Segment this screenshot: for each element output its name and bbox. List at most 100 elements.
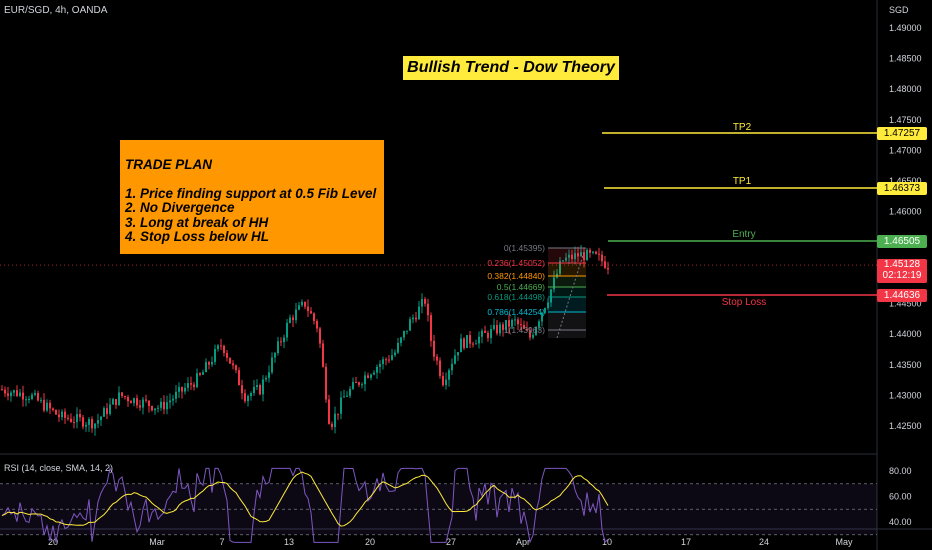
fib-level-label: 1(1.43963) (504, 325, 545, 335)
candle-body (196, 373, 198, 388)
candle-body (445, 379, 447, 386)
time-axis-tick: Mar (149, 537, 165, 547)
candle-body (124, 396, 126, 398)
candle-body (310, 311, 312, 314)
candle-body (214, 349, 216, 362)
candle-body (52, 408, 54, 410)
candle-body (211, 361, 213, 365)
current-price: 1.45128 (883, 259, 921, 270)
candle-body (487, 332, 489, 339)
candle-body (67, 417, 69, 419)
stop-loss-price-tag: 1.44636 (877, 289, 927, 302)
candle-body (511, 319, 513, 327)
candle-body (49, 402, 51, 409)
candle-body (268, 372, 270, 378)
candle-body (166, 402, 168, 410)
candle-body (271, 357, 273, 373)
candle-body (277, 341, 279, 354)
candle-body (523, 324, 525, 329)
candle-body (502, 324, 504, 330)
candle-body (241, 385, 243, 394)
candle-body (373, 372, 375, 375)
candle-body (352, 382, 354, 389)
candle-body (139, 405, 141, 408)
candle-body (289, 317, 291, 323)
candle-body (58, 414, 60, 418)
candle-body (586, 249, 588, 261)
candle-body (472, 343, 474, 345)
candle-body (538, 321, 540, 328)
trade-plan-note[interactable]: TRADE PLAN 1. Price finding support at 0… (120, 140, 384, 254)
candle-body (334, 413, 336, 427)
rsi-indicator-label: RSI (14, close, SMA, 14, 2) (4, 463, 114, 473)
candle-body (229, 357, 231, 364)
candle-body (88, 418, 90, 425)
price-axis-tick: 1.43000 (889, 390, 922, 400)
candle-body (478, 336, 480, 344)
candle-body (490, 328, 492, 339)
candle-body (142, 399, 144, 408)
candle-body (496, 325, 498, 334)
tp2-price-tag: 1.47257 (877, 127, 927, 140)
candle-body (343, 396, 345, 398)
candle-body (175, 391, 177, 399)
candle-body (589, 249, 591, 253)
candle-body (265, 377, 267, 380)
candle-body (220, 345, 222, 347)
candle-body (451, 363, 453, 371)
candle-body (400, 337, 402, 343)
candle-body (421, 299, 423, 307)
candle-body (460, 338, 462, 353)
candle-body (580, 252, 582, 257)
price-axis-tick: 1.42500 (889, 421, 922, 431)
candle-body (475, 343, 477, 345)
candle-body (1, 389, 3, 391)
candle-body (253, 386, 255, 394)
candle-body (454, 355, 456, 364)
candle-body (319, 328, 321, 344)
candle-body (361, 384, 363, 386)
candle-body (274, 353, 276, 358)
symbol-label: EUR/SGD, 4h, OANDA (4, 5, 108, 16)
fib-zone (548, 297, 586, 312)
candle-body (307, 306, 309, 312)
candle-body (583, 252, 585, 261)
candle-body (568, 254, 570, 258)
candle-body (388, 359, 390, 361)
candle-body (13, 390, 15, 393)
price-axis-tick: 1.48000 (889, 84, 922, 94)
candle-body (208, 362, 210, 365)
fib-trend-line (556, 251, 585, 339)
candles (1, 245, 609, 436)
fib-zone (548, 287, 586, 297)
candle-body (280, 341, 282, 343)
trade-plan-item: 1. Price finding support at 0.5 Fib Leve… (125, 185, 377, 201)
time-axis-tick: 20 (365, 537, 375, 547)
trade-plan-item: 3. Long at break of HH (125, 214, 269, 230)
candle-body (151, 405, 153, 411)
candle-body (466, 335, 468, 349)
candle-body (493, 325, 495, 329)
price-axis-tick: 1.44000 (889, 329, 922, 339)
candle-body (100, 416, 102, 421)
candle-body (457, 352, 459, 356)
candle-body (547, 302, 549, 309)
candle-body (226, 352, 228, 358)
candle-body (340, 397, 342, 414)
candle-body (403, 331, 405, 338)
price-axis-tick: 1.49000 (889, 23, 922, 33)
candle-body (91, 418, 93, 429)
candle-body (97, 420, 99, 424)
candle-body (106, 408, 108, 414)
title-annotation[interactable]: Bullish Trend - Dow Theory (403, 56, 619, 80)
rsi-axis-tick: 80.00 (889, 466, 912, 476)
candle-body (595, 251, 597, 254)
candle-body (601, 254, 603, 262)
candle-body (190, 383, 192, 385)
fib-level-label: 0.618(1.44498) (487, 292, 545, 302)
candle-body (412, 317, 414, 320)
candle-body (298, 305, 300, 310)
candle-body (238, 370, 240, 386)
candle-body (529, 330, 531, 338)
